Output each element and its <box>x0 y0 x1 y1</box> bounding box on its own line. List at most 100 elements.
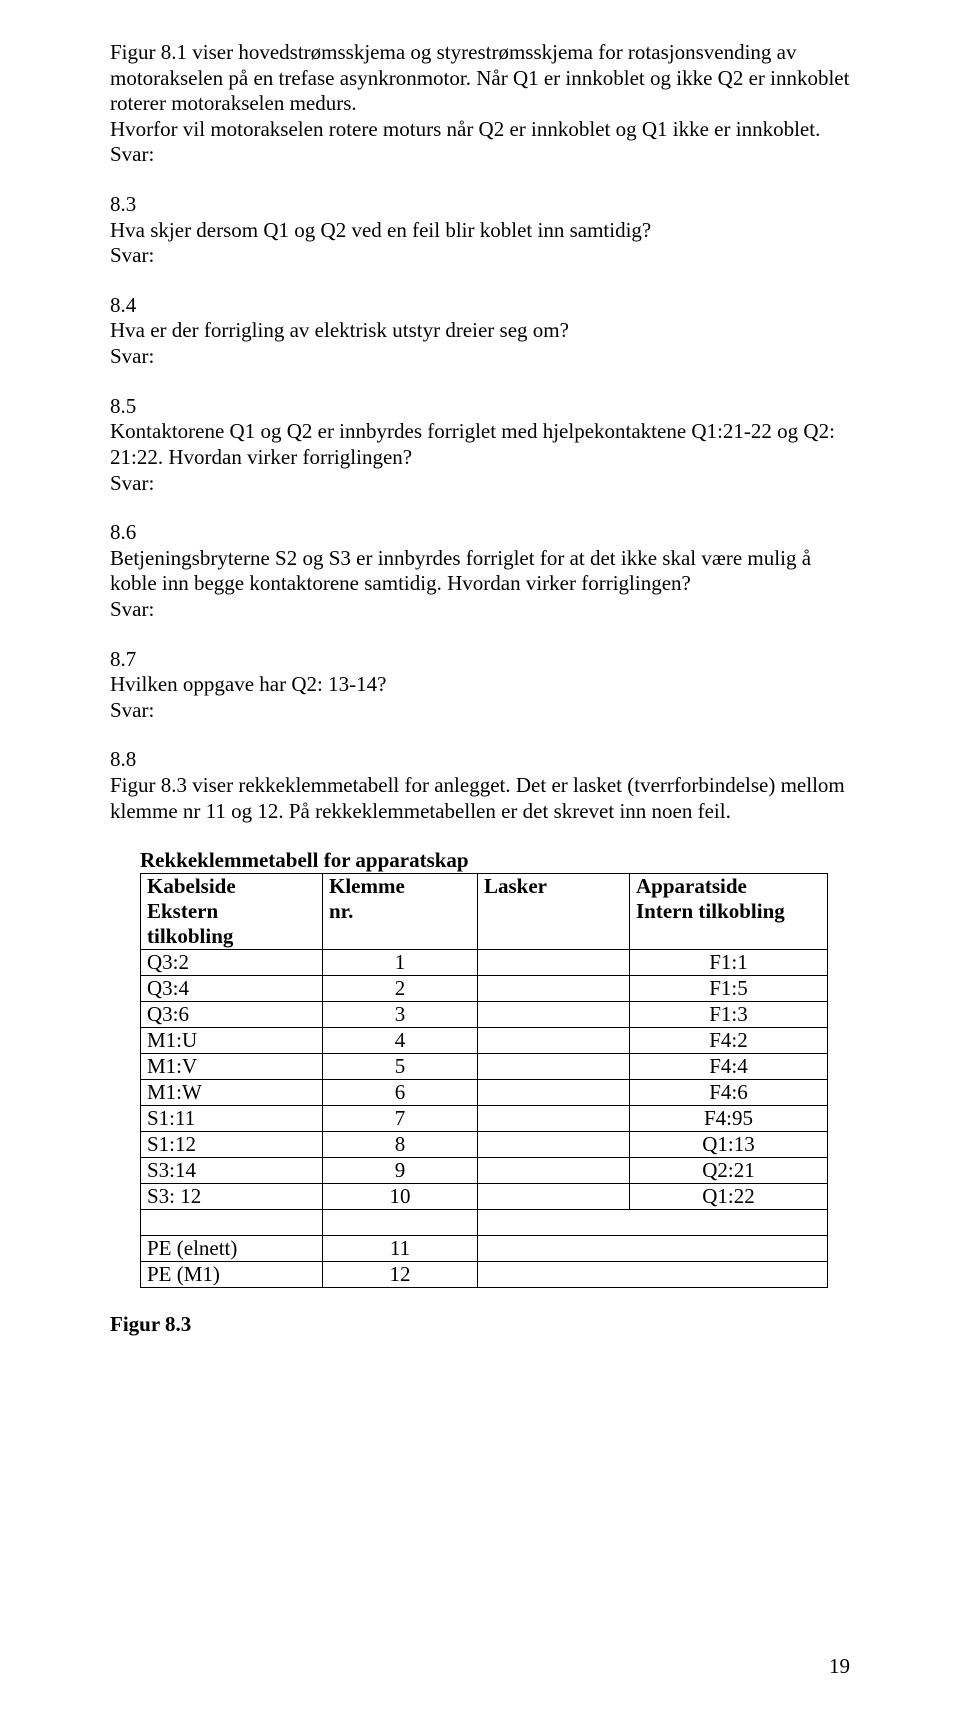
page-number: 19 <box>829 1654 850 1679</box>
cell-lasker <box>478 1158 630 1184</box>
cell-kabelside: M1:U <box>141 1028 323 1054</box>
question-8-4: 8.4 Hva er der forrigling av elektrisk u… <box>110 293 850 370</box>
cell-lasker <box>478 976 630 1002</box>
cell-klemme: 11 <box>323 1236 478 1262</box>
cell-lasker <box>478 1184 630 1210</box>
cell-lasker <box>478 1054 630 1080</box>
header-c2a: Klemme <box>329 874 405 898</box>
cell-apparatside: F4:95 <box>630 1106 828 1132</box>
spacer-cell <box>478 1210 630 1236</box>
table-row: S1:117 F4:95 <box>141 1106 828 1132</box>
table-row: S3:149 Q2:21 <box>141 1158 828 1184</box>
cell-apparatside: Q2:21 <box>630 1158 828 1184</box>
table-row: Q3:42 F1:5 <box>141 976 828 1002</box>
header-c1c: tilkobling <box>147 924 233 948</box>
svar-label: Svar: <box>110 344 850 370</box>
spacer-cell <box>630 1210 828 1236</box>
cell-lasker <box>478 1002 630 1028</box>
table-row: M1:W6 F4:6 <box>141 1080 828 1106</box>
header-apparatside: Apparatside Intern tilkobling <box>630 874 828 950</box>
cell-klemme: 1 <box>323 950 478 976</box>
q8-3-text: Hva skjer dersom Q1 og Q2 ved en feil bl… <box>110 218 850 244</box>
svar-label: Svar: <box>110 142 154 166</box>
cell-kabelside: Q3:4 <box>141 976 323 1002</box>
question-8-6: 8.6 Betjeningsbryterne S2 og S3 er innby… <box>110 520 850 622</box>
cell-kabelside: M1:W <box>141 1080 323 1106</box>
header-lasker: Lasker <box>478 874 630 950</box>
intro-text: Figur 8.1 viser hovedstrømsskjema og sty… <box>110 40 849 115</box>
cell-apparatside: Q1:22 <box>630 1184 828 1210</box>
q8-7-text: Hvilken oppgave har Q2: 13-14? <box>110 672 850 698</box>
q8-8-number: 8.8 <box>110 747 850 773</box>
cell-lasker <box>478 1080 630 1106</box>
table-row: Q3:63 F1:3 <box>141 1002 828 1028</box>
q8-5-text: Kontaktorene Q1 og Q2 er innbyrdes forri… <box>110 419 850 470</box>
question-8-5: 8.5 Kontaktorene Q1 og Q2 er innbyrdes f… <box>110 394 850 496</box>
q8-6-number: 8.6 <box>110 520 850 546</box>
cell-apparatside: F4:4 <box>630 1054 828 1080</box>
cell-apparatside <box>630 1262 828 1288</box>
q8-3-number: 8.3 <box>110 192 850 218</box>
cell-klemme: 4 <box>323 1028 478 1054</box>
table-spacer <box>141 1210 828 1236</box>
header-c4b: Intern tilkobling <box>636 899 785 923</box>
cell-kabelside: S1:11 <box>141 1106 323 1132</box>
terminal-table: Kabelside Ekstern tilkobling Klemme nr. … <box>140 873 828 1288</box>
cell-klemme: 3 <box>323 1002 478 1028</box>
table-spacer-row <box>141 1210 828 1236</box>
table-row: S1:128Q1:13 <box>141 1132 828 1158</box>
cell-klemme: 2 <box>323 976 478 1002</box>
cell-kabelside: M1:V <box>141 1054 323 1080</box>
table-row: S3: 1210 Q1:22 <box>141 1184 828 1210</box>
svar-label: Svar: <box>110 698 850 724</box>
q8-4-text: Hva er der forrigling av elektrisk utsty… <box>110 318 850 344</box>
header-c4a: Apparatside <box>636 874 747 898</box>
cell-kabelside: Q3:2 <box>141 950 323 976</box>
cell-lasker <box>478 950 630 976</box>
cell-kabelside: S1:12 <box>141 1132 323 1158</box>
q8-5-number: 8.5 <box>110 394 850 420</box>
cell-apparatside: F1:5 <box>630 976 828 1002</box>
q8-7-number: 8.7 <box>110 647 850 673</box>
table-header-row: Kabelside Ekstern tilkobling Klemme nr. … <box>141 874 828 950</box>
cell-kabelside: PE (M1) <box>141 1262 323 1288</box>
cell-kabelside: S3:14 <box>141 1158 323 1184</box>
cell-apparatside <box>630 1236 828 1262</box>
q8-4-number: 8.4 <box>110 293 850 319</box>
header-kabelside: Kabelside Ekstern tilkobling <box>141 874 323 950</box>
cell-klemme: 7 <box>323 1106 478 1132</box>
cell-apparatside: F1:3 <box>630 1002 828 1028</box>
cell-klemme: 6 <box>323 1080 478 1106</box>
cell-kabelside: S3: 12 <box>141 1184 323 1210</box>
svar-label: Svar: <box>110 597 850 623</box>
cell-lasker <box>478 1132 630 1158</box>
table-head: Kabelside Ekstern tilkobling Klemme nr. … <box>141 874 828 950</box>
header-c1a: Kabelside <box>147 874 236 898</box>
cell-kabelside: Q3:6 <box>141 1002 323 1028</box>
cell-klemme: 8 <box>323 1132 478 1158</box>
spacer-cell <box>141 1210 323 1236</box>
cell-apparatside: F1:1 <box>630 950 828 976</box>
table-row: Q3:21 F1:1 <box>141 950 828 976</box>
header-c3a: Lasker <box>484 874 547 898</box>
cell-klemme: 10 <box>323 1184 478 1210</box>
intro-paragraph: Figur 8.1 viser hovedstrømsskjema og sty… <box>110 40 850 168</box>
cell-klemme: 5 <box>323 1054 478 1080</box>
table-body-main: Q3:21F1:1Q3:42F1:5Q3:63F1:3M1:U4F4:2M1:V… <box>141 950 828 1210</box>
table-row: PE (M1)12 <box>141 1262 828 1288</box>
cell-lasker <box>478 1262 630 1288</box>
cell-lasker <box>478 1106 630 1132</box>
table-row: M1:V5 F4:4 <box>141 1054 828 1080</box>
cell-apparatside: F4:2 <box>630 1028 828 1054</box>
cell-kabelside: PE (elnett) <box>141 1236 323 1262</box>
header-c2b: nr. <box>329 899 353 923</box>
spacer-cell <box>323 1210 478 1236</box>
document-page: Figur 8.1 viser hovedstrømsskjema og sty… <box>0 0 960 1709</box>
question-8-3: 8.3 Hva skjer dersom Q1 og Q2 ved en fei… <box>110 192 850 269</box>
cell-klemme: 9 <box>323 1158 478 1184</box>
question-8-8: 8.8 Figur 8.3 viser rekkeklemmetabell fo… <box>110 747 850 824</box>
question-8-7: 8.7 Hvilken oppgave har Q2: 13-14? Svar: <box>110 647 850 724</box>
table-body-pe: PE (elnett)11PE (M1)12 <box>141 1236 828 1288</box>
cell-apparatside: F4:6 <box>630 1080 828 1106</box>
cell-lasker <box>478 1236 630 1262</box>
